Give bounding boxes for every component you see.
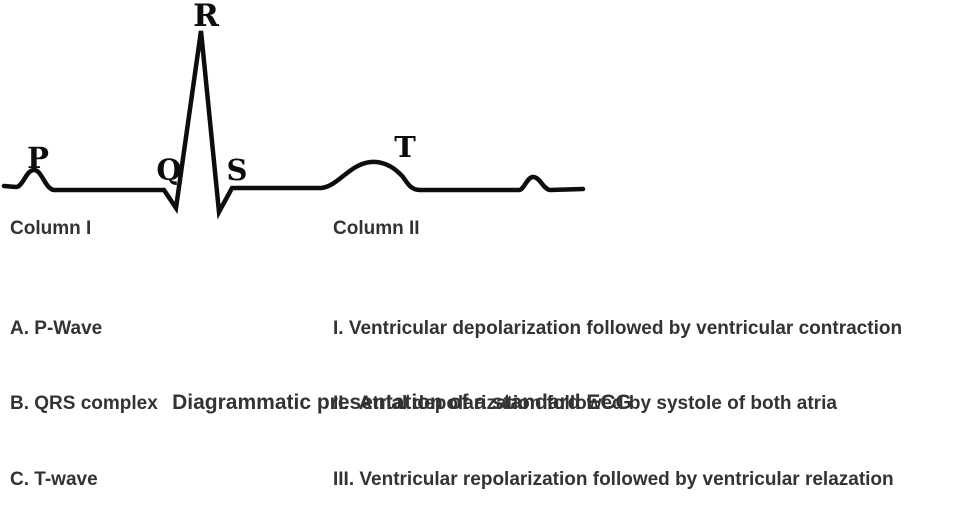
r-wave-label: R	[193, 0, 219, 34]
column-1-item-c: C. T-wave	[10, 469, 98, 491]
column-1-header: Column I	[10, 218, 92, 239]
column-2-item-3: III. Ventricular repolarization followed…	[333, 469, 894, 491]
t-wave-label: T	[394, 130, 416, 164]
column-1-item-b: B. QRS complex	[10, 393, 158, 415]
q-wave-label: Q	[156, 153, 181, 187]
column-1-item-a: A. P-Wave	[10, 317, 103, 339]
ecg-trace-svg: P Q R S T	[1, 0, 586, 220]
figure-caption: Diagrammatic presentation of a standard …	[172, 391, 632, 414]
ecg-figure-page: { "ecg": { "labels": { "p": "P", "q": "Q…	[0, 0, 903, 491]
column-2-header: Column II	[333, 218, 420, 239]
ecg-trace-line	[1, 30, 586, 220]
ecg-diagram: P Q R S T	[0, 0, 600, 220]
column-2-item-2: II. Atrial depolarization followed by sy…	[333, 393, 837, 415]
column-2-item-1: I. Ventricular depolarization followed b…	[333, 317, 903, 339]
s-wave-label: S	[227, 153, 248, 187]
p-wave-label: P	[27, 141, 49, 175]
